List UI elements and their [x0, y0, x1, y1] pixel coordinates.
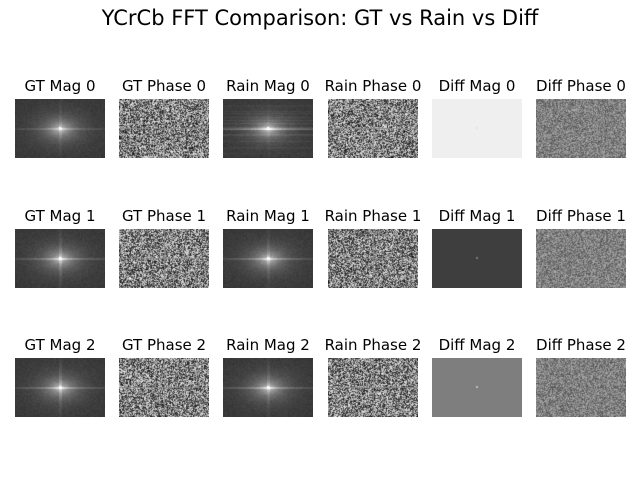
- gt-mag-2-image: [15, 358, 105, 417]
- diff-mag-1-title: Diff Mag 1: [438, 207, 516, 225]
- diff-mag-2-title: Diff Mag 2: [438, 336, 516, 354]
- gt-mag-1-image: [15, 229, 105, 288]
- diff-phase-0-image: [536, 99, 626, 158]
- figure-title: YCrCb FFT Comparison: GT vs Rain vs Diff: [101, 6, 539, 30]
- rain-phase-1-title: Rain Phase 1: [324, 207, 422, 225]
- diff-phase-1-title: Diff Phase 1: [536, 207, 626, 225]
- rain-mag-0-image: [223, 99, 313, 158]
- diff-phase-0-title: Diff Phase 0: [536, 77, 626, 95]
- gt-phase-2-image: [119, 358, 209, 417]
- gt-phase-1-image: [119, 229, 209, 288]
- gt-mag-1-title: GT Mag 1: [24, 207, 96, 225]
- rain-mag-0-title: Rain Mag 0: [226, 77, 310, 95]
- diff-mag-0-image: [432, 99, 522, 158]
- diff-phase-1-image: [536, 229, 626, 288]
- diff-mag-2-image: [432, 358, 522, 417]
- rain-phase-1-image: [328, 229, 418, 288]
- rain-phase-2-title: Rain Phase 2: [324, 336, 422, 354]
- rain-phase-2-image: [328, 358, 418, 417]
- rain-phase-0-image: [328, 99, 418, 158]
- rain-phase-0-title: Rain Phase 0: [324, 77, 422, 95]
- gt-phase-2-title: GT Phase 2: [121, 336, 207, 354]
- rain-mag-1-title: Rain Mag 1: [226, 207, 310, 225]
- diff-phase-2-title: Diff Phase 2: [536, 336, 626, 354]
- gt-phase-1-title: GT Phase 1: [121, 207, 207, 225]
- gt-phase-0-image: [119, 99, 209, 158]
- gt-mag-0-image: [15, 99, 105, 158]
- gt-mag-2-title: GT Mag 2: [24, 336, 96, 354]
- diff-phase-2-image: [536, 358, 626, 417]
- rain-mag-2-title: Rain Mag 2: [226, 336, 310, 354]
- rain-mag-2-image: [223, 358, 313, 417]
- gt-mag-0-title: GT Mag 0: [24, 77, 96, 95]
- gt-phase-0-title: GT Phase 0: [121, 77, 207, 95]
- diff-mag-0-title: Diff Mag 0: [438, 77, 516, 95]
- rain-mag-1-image: [223, 229, 313, 288]
- diff-mag-1-image: [432, 229, 522, 288]
